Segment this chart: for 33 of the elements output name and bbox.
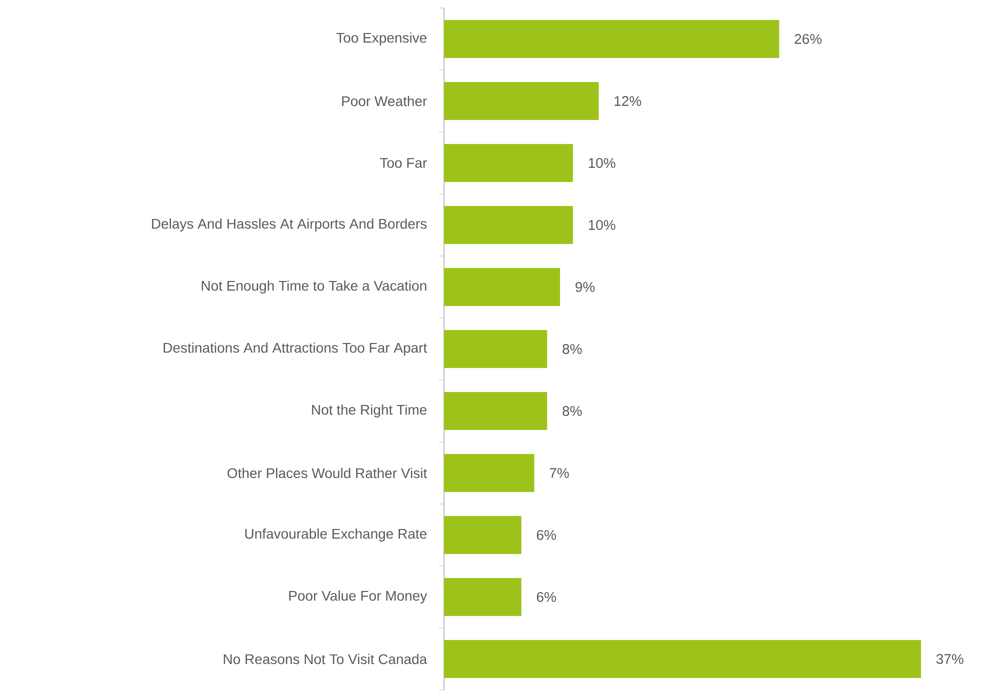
data-label: 10% [588, 220, 616, 230]
bar [444, 330, 548, 368]
data-label: 7% [550, 468, 569, 478]
bar [444, 578, 522, 616]
bar [444, 82, 599, 120]
y-tick-label: Poor Value For Money [289, 590, 428, 604]
y-tick-label: No Reasons Not To Visit Canada [224, 654, 428, 664]
data-label: 37% [936, 654, 964, 664]
y-tick-label: Unfavourable Exchange Rate [245, 528, 426, 542]
y-tick-label: Destinations And Attractions Too Far Apart [164, 342, 428, 356]
bar [444, 392, 548, 430]
data-label: 10% [588, 158, 616, 168]
y-tick-label: Poor Weather [342, 96, 427, 106]
bar [444, 206, 573, 244]
bar [444, 268, 560, 306]
data-label: 26% [794, 34, 822, 44]
data-label: 9% [576, 282, 595, 292]
y-tick-label: Other Places Would Rather Visit [228, 468, 428, 478]
y-tick-label: Too Expensive [336, 32, 427, 46]
data-label: 6% [536, 530, 556, 540]
y-tick-label: Not the Right Time [312, 404, 427, 418]
bar [444, 144, 573, 182]
bar [444, 454, 534, 492]
y-tick-label: Too Far [380, 158, 427, 168]
data-label: 6% [536, 592, 556, 602]
data-label: 8% [562, 406, 582, 416]
bar [444, 640, 922, 678]
data-label: 12% [614, 96, 642, 106]
bar [444, 20, 780, 58]
y-tick-label: Delays And Hassles At Airports And Borders [152, 218, 427, 232]
y-tick-label: Not Enough Time to Take a Vacation [202, 280, 426, 294]
data-label: 8% [562, 344, 582, 354]
bar [444, 516, 522, 554]
